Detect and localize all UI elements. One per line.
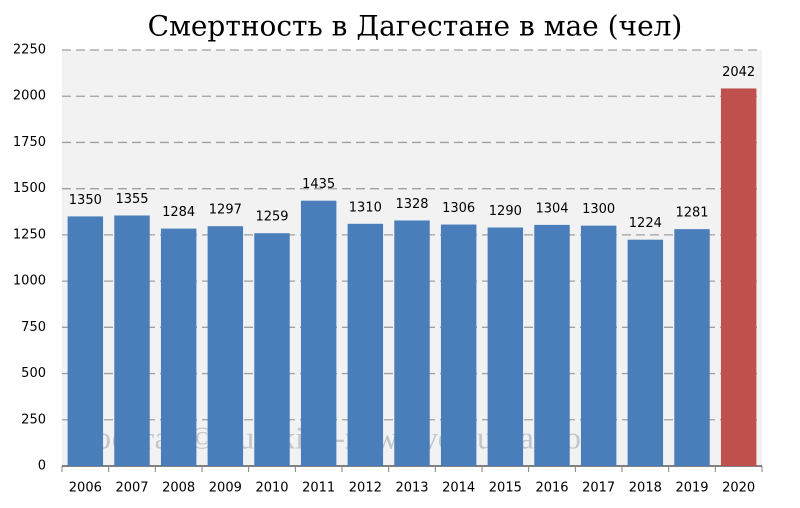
x-tick-label: 2007 <box>115 481 148 496</box>
y-tick-label: 2250 <box>13 43 46 58</box>
bar <box>207 226 244 466</box>
value-label: 1290 <box>489 204 522 219</box>
bar <box>720 88 757 467</box>
y-tick-label: 1500 <box>13 181 46 196</box>
x-tick-label: 2014 <box>442 481 475 496</box>
y-tick-label: 1750 <box>13 135 46 150</box>
bar <box>67 216 104 466</box>
x-tick-label: 2009 <box>209 481 242 496</box>
bar <box>347 223 384 466</box>
x-tick-label: 2018 <box>629 481 662 496</box>
x-tick-label: 2008 <box>162 481 195 496</box>
bar <box>394 220 430 466</box>
value-label: 1310 <box>349 200 382 215</box>
bar <box>160 228 197 466</box>
bar <box>580 225 617 466</box>
value-label: 1328 <box>395 197 428 212</box>
x-tick-label: 2006 <box>69 481 102 496</box>
y-tick-label: 1000 <box>13 274 46 289</box>
x-tick-label: 2017 <box>582 481 615 496</box>
y-tick-label: 250 <box>21 412 46 427</box>
x-tick-label: 2012 <box>349 481 382 496</box>
value-label: 1306 <box>442 201 475 216</box>
y-tick-label: 2000 <box>13 89 46 104</box>
bar <box>487 227 524 466</box>
y-tick-label: 750 <box>21 320 46 335</box>
y-tick-label: 0 <box>38 459 46 474</box>
x-tick-label: 2020 <box>722 481 755 496</box>
bar <box>254 233 290 466</box>
value-label: 1224 <box>629 216 662 231</box>
value-label: 1350 <box>69 193 102 208</box>
bar <box>114 215 150 466</box>
value-label: 1297 <box>209 203 242 218</box>
watermark: Росстат © burckina-new.livejournal.com <box>78 419 606 455</box>
chart-title: Смертность в Дагестане в мае (чел) <box>148 10 683 43</box>
x-tick-label: 2019 <box>675 481 708 496</box>
x-tick-label: 2011 <box>302 481 335 496</box>
x-tick-label: 2015 <box>489 481 522 496</box>
x-tick-label: 2013 <box>395 481 428 496</box>
y-tick-label: 500 <box>21 366 46 381</box>
bar <box>440 224 477 466</box>
value-label: 1300 <box>582 202 615 217</box>
value-label: 1355 <box>115 192 148 207</box>
x-tick-label: 2010 <box>255 481 288 496</box>
bar <box>674 229 710 466</box>
bar <box>627 239 664 466</box>
value-label: 1304 <box>535 201 568 216</box>
value-label: 1281 <box>675 206 708 221</box>
bar <box>534 224 570 466</box>
x-tick-label: 2016 <box>535 481 568 496</box>
value-label: 1284 <box>162 205 195 220</box>
value-label: 1435 <box>302 177 335 192</box>
bar <box>300 200 337 466</box>
value-label: 2042 <box>722 65 755 80</box>
y-tick-label: 1250 <box>13 227 46 242</box>
value-label: 1259 <box>255 210 288 225</box>
